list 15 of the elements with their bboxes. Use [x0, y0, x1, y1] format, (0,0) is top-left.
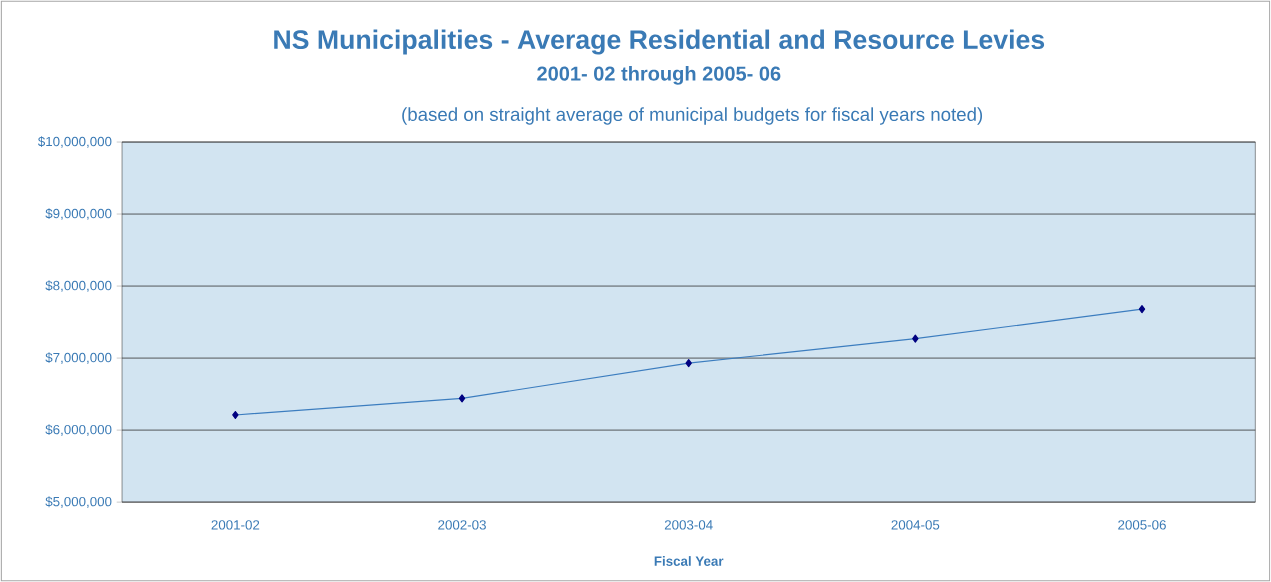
x-axis-title: Fiscal Year [654, 556, 724, 566]
x-tick-label: 2004-05 [891, 520, 940, 530]
x-tick-label: 2005-06 [1118, 520, 1166, 530]
y-tick-label: $7,000,000 [45, 352, 112, 364]
chart-title: NS Municipalities - Average Residential and Resource Levies [274, 29, 1045, 55]
x-tick-label: 2002-03 [438, 520, 486, 530]
y-tick-label: $10,000,000 [37, 136, 112, 148]
y-tick-label: $9,000,000 [45, 208, 112, 220]
x-tick-label: 2003-04 [664, 520, 713, 530]
y-tick-label: $8,000,000 [45, 280, 112, 292]
x-tick-label: 2001-02 [211, 520, 260, 530]
y-tick-label: $5,000,000 [45, 496, 112, 508]
y-tick-label: $6,000,000 [45, 424, 112, 436]
text: (based on straight average of municipal budgets for fiscal years noted) [402, 107, 983, 125]
chart-subtitle: 2001- 02 through 2005- 06 [537, 65, 781, 85]
